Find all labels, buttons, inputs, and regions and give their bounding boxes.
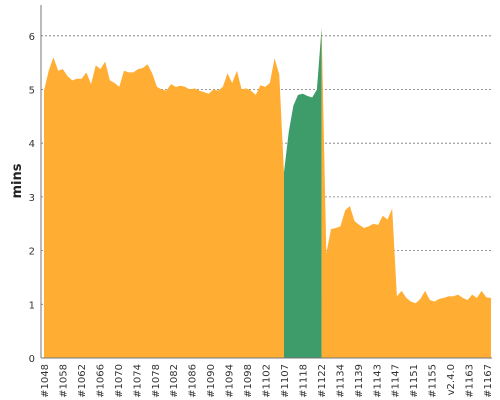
x-tick-label: #1062 <box>77 364 88 398</box>
x-tick-label: #1134 <box>335 364 346 398</box>
y-tick-label: 3 <box>29 193 35 204</box>
x-tick-label: #1107 <box>280 364 291 398</box>
x-tick-label: #1090 <box>206 364 217 398</box>
x-tick-label: #1098 <box>243 364 254 398</box>
y-axis-title: mins <box>10 163 25 198</box>
y-tick-label: 1 <box>29 300 35 311</box>
x-tick-label: #1048 <box>40 364 51 398</box>
x-tick-label: #1058 <box>58 364 69 398</box>
y-tick-label: 4 <box>29 139 35 150</box>
x-tick-label: #1074 <box>132 364 143 398</box>
y-tick-label: 6 <box>29 32 35 43</box>
area-segment-highlight <box>283 27 322 359</box>
area-segment <box>321 27 491 359</box>
x-tick-label: #1094 <box>225 364 236 398</box>
axes <box>40 5 492 359</box>
x-tick-label: #1066 <box>95 364 106 398</box>
x-tick-label: #1151 <box>409 364 420 398</box>
x-tick-label: #1167 <box>483 364 494 398</box>
x-tick-label: #1118 <box>298 364 309 398</box>
y-tick-labels: 0 1 2 3 4 5 6 <box>29 32 35 365</box>
x-tick-label: #1086 <box>188 364 199 398</box>
x-tick-label: #1102 <box>262 364 273 398</box>
area-series <box>44 27 491 359</box>
y-tick-label: 0 <box>29 354 35 365</box>
x-tick-label: #1155 <box>428 364 439 398</box>
x-tick-labels: #1048 #1058 #1062 #1066 #1070 #1074 #1078 #1082… <box>40 364 494 398</box>
y-tick-label: 5 <box>29 86 35 97</box>
area-segment <box>44 57 284 358</box>
x-tick-label: #1078 <box>151 364 162 398</box>
y-tick-label: 2 <box>29 247 35 258</box>
x-tick-label: #1122 <box>317 364 328 398</box>
x-tick-label: #1082 <box>169 364 180 398</box>
x-tick-label: v2.4.0 <box>446 364 457 395</box>
x-tick-label: #1143 <box>372 364 383 398</box>
x-tick-label: #1147 <box>391 364 402 398</box>
x-tick-label: #1163 <box>465 364 476 398</box>
x-tick-label: #1139 <box>354 364 365 398</box>
x-tick-label: #1070 <box>114 364 125 398</box>
